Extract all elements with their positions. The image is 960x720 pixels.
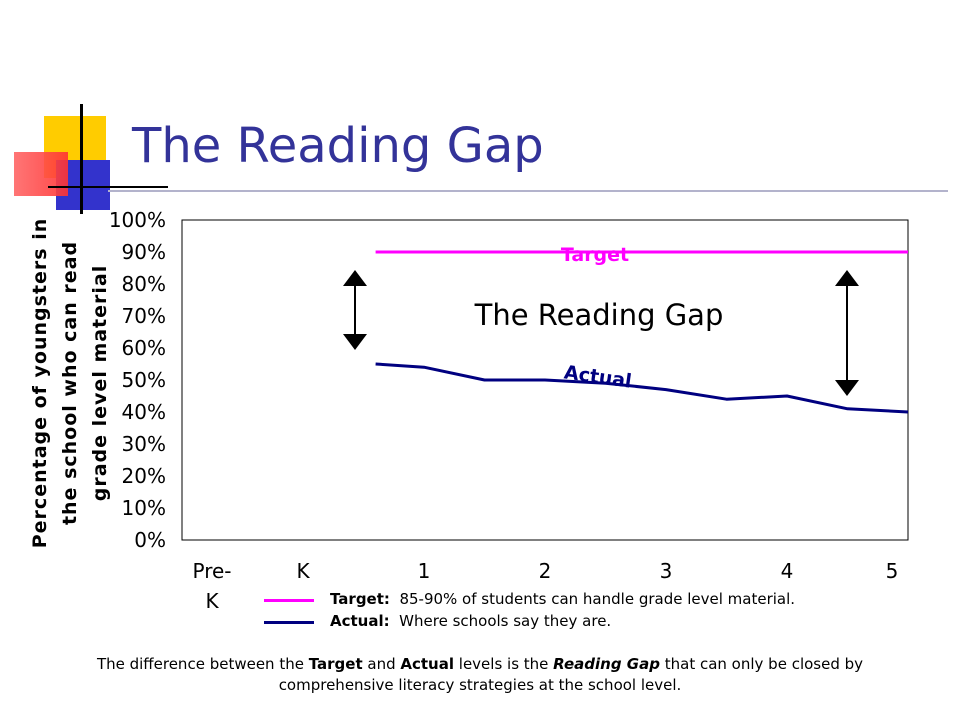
caption-text-2: and	[362, 655, 401, 673]
caption-text-3: levels is the	[454, 655, 554, 673]
plot-frame	[181, 219, 909, 541]
caption-target: Target	[308, 655, 363, 673]
x-tick-label: 3	[660, 559, 673, 583]
x-tick-label: 5	[886, 559, 899, 583]
legend-swatch-actual	[264, 621, 314, 624]
caption-actual: Actual	[400, 655, 455, 673]
deco-red-square	[14, 152, 68, 196]
deco-horizontal-line	[48, 186, 168, 188]
y-tick-label: 30%	[122, 432, 166, 456]
deco-vertical-line	[80, 104, 83, 214]
caption-reading-gap: Reading Gap	[553, 655, 660, 673]
title-underline	[108, 190, 948, 192]
x-tick-label: 2	[539, 559, 552, 583]
x-tick-label: Pre-	[192, 559, 231, 583]
legend-label-actual: Actual:	[330, 612, 390, 630]
gap-arrow-left	[343, 270, 367, 350]
y-tick-label: 10%	[122, 496, 166, 520]
gap-annotation: The Reading Gap	[474, 298, 724, 332]
x-tick-label: 4	[781, 559, 794, 583]
x-tick-label: 1	[418, 559, 431, 583]
slide-title: The Reading Gap	[132, 118, 544, 174]
y-tick-label: 20%	[122, 464, 166, 488]
y-axis-label: grade level material	[89, 265, 111, 502]
legend-swatch-target	[264, 599, 314, 602]
y-axis-label: the school who can read	[59, 241, 81, 525]
series-line-actual	[375, 362, 909, 414]
x-tick-label: K	[205, 589, 219, 613]
y-tick-label: 90%	[122, 240, 166, 264]
series-label-target: Target	[561, 244, 629, 266]
legend-text-actual: Where schools say they are.	[399, 612, 612, 630]
series-label-actual: Actual	[563, 361, 633, 392]
y-tick-label: 50%	[122, 368, 166, 392]
y-tick-label: 80%	[122, 272, 166, 296]
x-tick-label: K	[296, 559, 310, 583]
y-tick-label: 0%	[134, 528, 166, 552]
caption-text-4: that can only be closed by comprehensive…	[278, 655, 864, 694]
legend-text-target: 85-90% of students can handle grade leve…	[399, 590, 796, 608]
caption-text-1: The difference between the	[96, 655, 309, 673]
caption: The difference between the Target and Ac…	[40, 654, 920, 696]
y-tick-label: 100%	[109, 208, 166, 232]
y-tick-label: 70%	[122, 304, 166, 328]
y-tick-label: 40%	[122, 400, 166, 424]
gap-arrow-right	[835, 270, 859, 396]
y-tick-label: 60%	[122, 336, 166, 360]
legend-label-target: Target:	[330, 590, 390, 608]
y-axis-label: Percentage of youngsters in	[29, 218, 51, 549]
